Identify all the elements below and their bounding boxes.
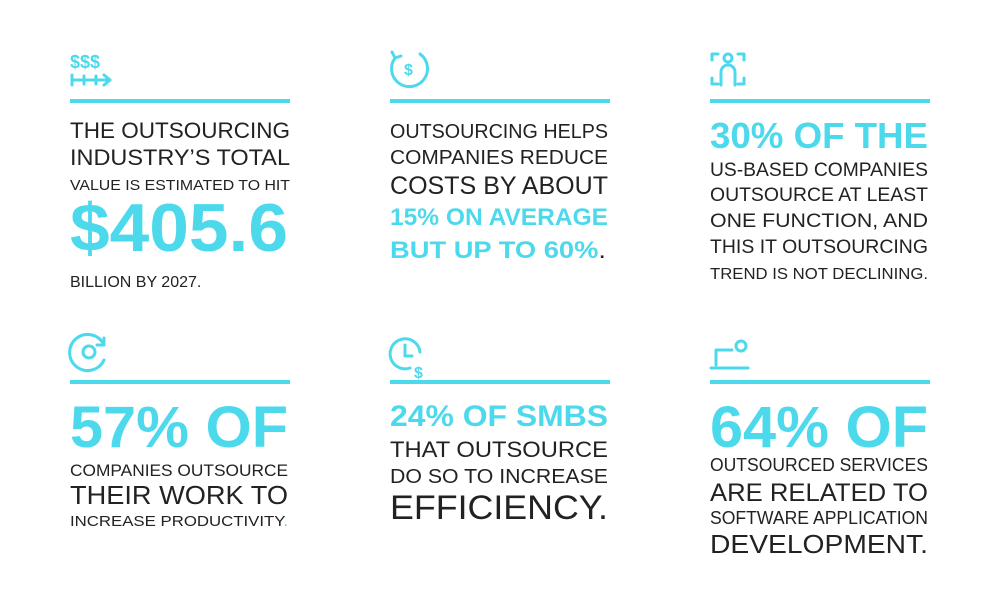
card-text: DEVELOPMENT. bbox=[710, 529, 928, 559]
card-text: US-BASED COMPANIES bbox=[710, 160, 928, 181]
highlight-stat: 30% OF THE bbox=[710, 115, 928, 156]
card-text: ONE FUNCTION, AND bbox=[710, 211, 928, 232]
icon-laptop-gear bbox=[709, 339, 750, 370]
card-text: THEIR WORK TO bbox=[70, 480, 288, 510]
highlight-stat: 64% OF bbox=[710, 395, 928, 460]
card-text: OUTSOURCED SERVICES bbox=[710, 455, 928, 475]
svg-text:$: $ bbox=[414, 365, 423, 382]
card-text: TREND IS NOT DECLINING. bbox=[710, 266, 928, 283]
icon-dollars: $$$ bbox=[70, 52, 112, 87]
card-text: OUTSOURCE AT LEAST bbox=[710, 185, 928, 206]
highlight-stat: 24% OF SMBS bbox=[390, 400, 608, 433]
card-text: OUTSOURCING HELPS bbox=[390, 121, 608, 143]
icon-gear-cycle bbox=[68, 333, 106, 372]
svg-text:$: $ bbox=[404, 62, 413, 79]
card-text: COMPANIES REDUCE bbox=[390, 147, 608, 169]
card-text: THE OUTSOURCING bbox=[70, 118, 290, 143]
card-text: EFFICIENCY. bbox=[390, 489, 608, 527]
card-text: THAT OUTSOURCE bbox=[390, 437, 608, 462]
card-text: INDUSTRY’S TOTAL bbox=[70, 145, 290, 170]
card-text: ARE RELATED TO bbox=[710, 479, 928, 507]
divider bbox=[70, 99, 290, 103]
card-text: COSTS BY ABOUT bbox=[390, 172, 608, 200]
icon-person-focus bbox=[710, 52, 746, 87]
icon-cost-cycle: $ bbox=[390, 50, 430, 89]
highlight-stat: BUT UP TO 60% bbox=[390, 237, 598, 264]
icon-clock-dollar: $ bbox=[388, 337, 423, 382]
card-text: SOFTWARE APPLICATION bbox=[710, 508, 928, 528]
highlight-stat: BUT UP TO 60%. bbox=[390, 237, 606, 264]
divider bbox=[710, 99, 930, 103]
card-text: THIS IT OUTSOURCING bbox=[710, 237, 928, 258]
card-text: INCREASE PRODUCTIVITY bbox=[70, 513, 285, 530]
card-text: INCREASE PRODUCTIVITY. bbox=[70, 513, 288, 530]
svg-text:$$$: $$$ bbox=[70, 52, 100, 72]
highlight-stat: 57% OF bbox=[70, 395, 288, 460]
divider bbox=[70, 380, 290, 384]
period: . bbox=[598, 237, 606, 264]
highlight-stat: $405.6 bbox=[70, 190, 288, 266]
period: . bbox=[283, 513, 288, 530]
card-text: DO SO TO INCREASE bbox=[390, 466, 608, 488]
highlight-stat: 15% ON AVERAGE bbox=[390, 204, 608, 231]
card-text: BILLION BY 2027. bbox=[70, 274, 201, 291]
card-text: COMPANIES OUTSOURCE bbox=[70, 461, 288, 480]
divider bbox=[390, 380, 610, 384]
divider bbox=[390, 99, 610, 103]
card-text: VALUE IS ESTIMATED TO HIT bbox=[70, 177, 290, 194]
divider bbox=[710, 380, 930, 384]
